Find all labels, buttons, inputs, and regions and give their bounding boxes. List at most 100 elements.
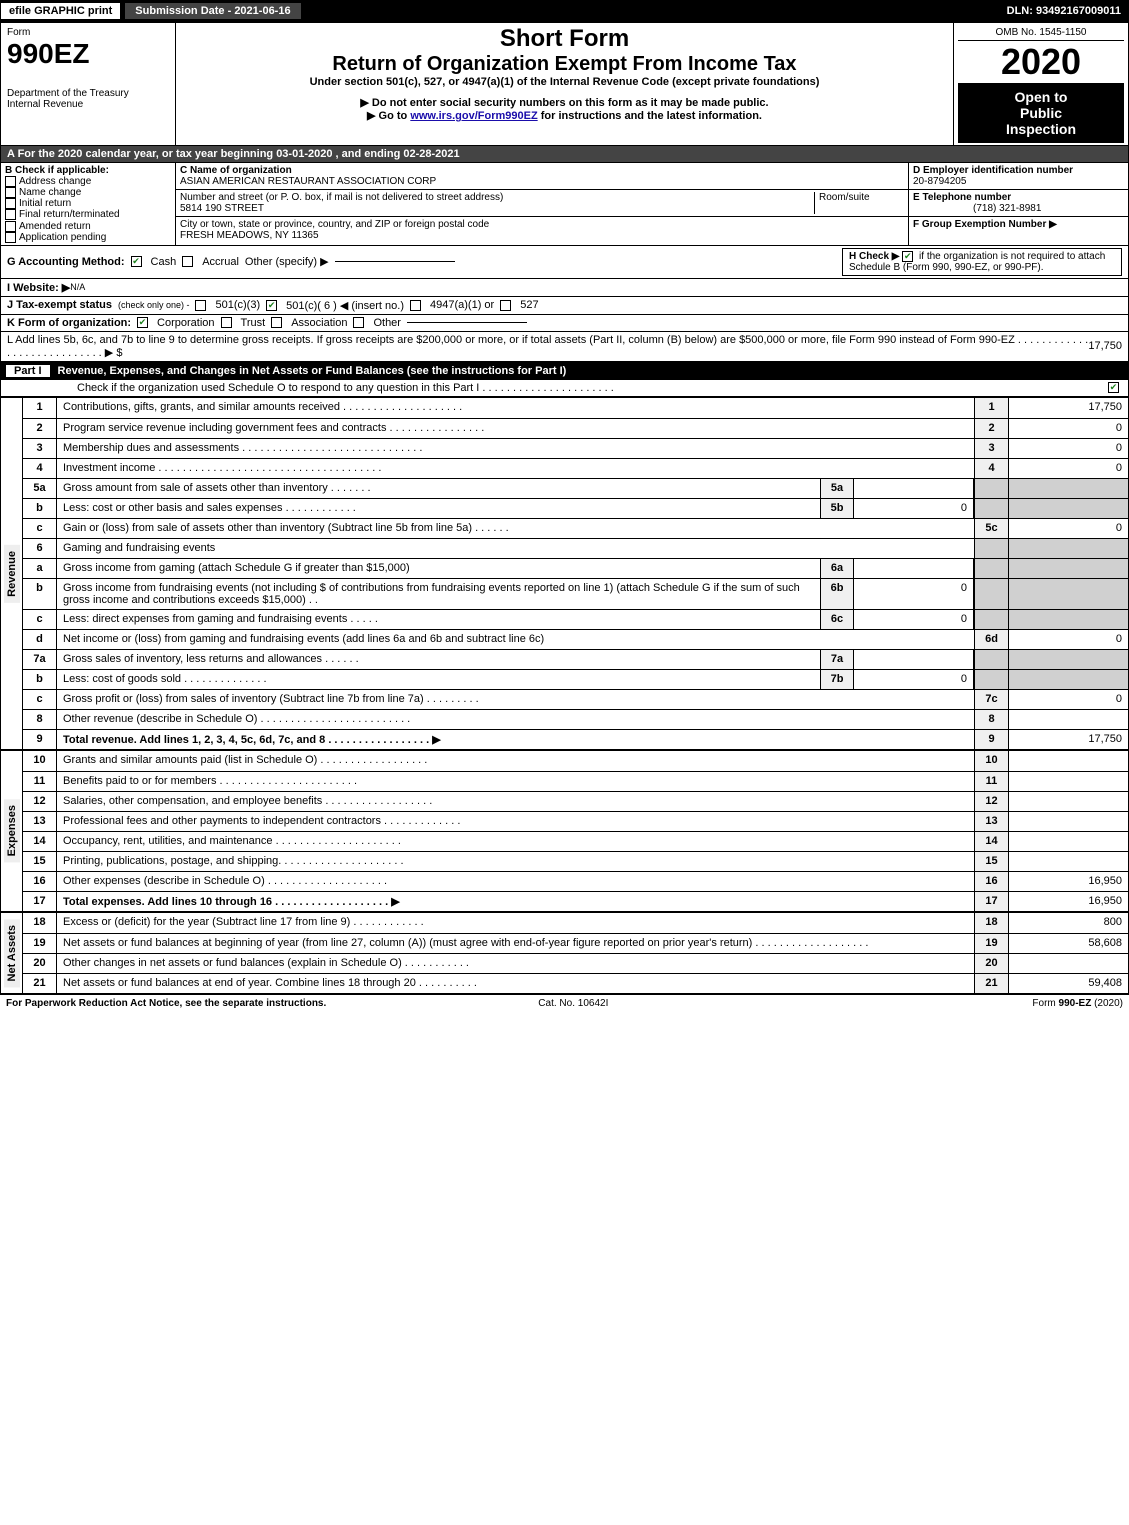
irs-link[interactable]: www.irs.gov/Form990EZ [410,110,537,122]
form-number: 990EZ [7,38,169,70]
chk-final-return[interactable]: Final return/terminated [5,209,171,220]
line-11: 11Benefits paid to or for members . . . … [23,771,1128,791]
chk-amended-return[interactable]: Amended return [5,221,171,232]
j-4947: 4947(a)(1) or [430,299,494,311]
part1-header: Part I Revenue, Expenses, and Changes in… [0,362,1129,380]
chk-assoc[interactable] [271,317,282,328]
chk-trust[interactable] [221,317,232,328]
part1-title: Revenue, Expenses, and Changes in Net As… [58,365,567,377]
street-address: 5814 190 STREET [180,203,264,214]
dln: DLN: 93492167009011 [999,3,1129,19]
line-6: 6Gaming and fundraising events [23,538,1128,558]
part1-check-text: Check if the organization used Schedule … [7,382,1108,394]
ssn-warning: ▶ Do not enter social security numbers o… [182,96,947,109]
omb-number: OMB No. 1545-1150 [958,25,1124,41]
line-10: 10Grants and similar amounts paid (list … [23,751,1128,771]
chk-4947[interactable] [410,300,421,311]
line-7c: cGross profit or (loss) from sales of in… [23,689,1128,709]
line-4: 4Investment income . . . . . . . . . . .… [23,458,1128,478]
k-trust: Trust [241,317,266,329]
h-label: H Check ▶ [849,251,899,262]
chk-name-change[interactable]: Name change [5,187,171,198]
j-501c3: 501(c)(3) [215,299,260,311]
line-7a: 7aGross sales of inventory, less returns… [23,649,1128,669]
form-ref: Form 990-EZ (2020) [1032,998,1123,1009]
open-to-public: Open to Public Inspection [958,83,1124,143]
chk-501c3[interactable] [195,300,206,311]
ein: 20-8794205 [913,176,966,187]
chk-address-change[interactable]: Address change [5,176,171,187]
line-15: 15Printing, publications, postage, and s… [23,851,1128,871]
line-20: 20Other changes in net assets or fund ba… [23,953,1128,973]
short-form-title: Short Form [182,25,947,53]
other-specify-input[interactable] [335,261,455,262]
c-label: C Name of organization [180,165,292,176]
row-a-tax-year: A For the 2020 calendar year, or tax yea… [0,146,1129,163]
line-18: 18Excess or (deficit) for the year (Subt… [23,913,1128,933]
box-b-title: B Check if applicable: [5,165,171,176]
line-5a: 5aGross amount from sale of assets other… [23,478,1128,498]
f-label: F Group Exemption Number ▶ [913,219,1057,230]
cat-no: Cat. No. 10642I [538,998,608,1009]
line-9: 9Total revenue. Add lines 1, 2, 3, 4, 5c… [23,729,1128,749]
chk-other-org[interactable] [353,317,364,328]
j-label: J Tax-exempt status [7,299,112,311]
other-label: Other (specify) ▶ [245,255,329,268]
top-bar: efile GRAPHIC print Submission Date - 20… [0,0,1129,22]
row-k: K Form of organization: Corporation Trus… [0,315,1129,332]
line-5b: bLess: cost or other basis and sales exp… [23,498,1128,518]
k-corp: Corporation [157,317,214,329]
header-left: Form 990EZ Department of the Treasury In… [1,23,176,145]
line-12: 12Salaries, other compensation, and empl… [23,791,1128,811]
chk-501c[interactable] [266,300,277,311]
website-value: N/A [70,282,85,292]
chk-schedule-o[interactable] [1108,382,1119,393]
j-501c: 501(c)( 6 ) ◀ (insert no.) [286,299,404,312]
tax-year: 2020 [958,41,1124,83]
line-17: 17Total expenses. Add lines 10 through 1… [23,891,1128,911]
box-de: D Employer identification number 20-8794… [908,163,1128,245]
k-assoc: Association [291,317,347,329]
j-527: 527 [520,299,538,311]
chk-application-pending[interactable]: Application pending [5,232,171,243]
line-19: 19Net assets or fund balances at beginni… [23,933,1128,953]
chk-527[interactable] [500,300,511,311]
telephone: (718) 321-8981 [913,203,1041,214]
chk-h[interactable] [902,251,913,262]
city-state-zip: FRESH MEADOWS, NY 11365 [180,230,319,241]
line-5c: cGain or (loss) from sale of assets othe… [23,518,1128,538]
e-label: E Telephone number [913,192,1011,203]
k-other-input[interactable] [407,322,527,323]
d-label: D Employer identification number [913,165,1073,176]
room-suite-label: Room/suite [814,192,904,214]
form-header: Form 990EZ Department of the Treasury In… [0,22,1129,146]
chk-cash[interactable] [131,256,142,267]
form-label: Form [7,27,169,38]
addr-label: Number and street (or P. O. box, if mail… [180,192,503,203]
accrual-label: Accrual [202,256,239,268]
header-center: Short Form Return of Organization Exempt… [176,23,953,145]
inspect-2: Public [962,105,1120,121]
row-l: L Add lines 5b, 6c, and 7b to line 9 to … [0,332,1129,362]
goto-line: ▶ Go to www.irs.gov/Form990EZ for instru… [182,109,947,122]
page-footer: For Paperwork Reduction Act Notice, see … [0,994,1129,1012]
i-label: I Website: ▶ [7,281,70,294]
chk-corp[interactable] [137,317,148,328]
goto-suffix: for instructions and the latest informat… [541,110,762,122]
netassets-tab: Net Assets [1,913,23,993]
city-label: City or town, state or province, country… [180,219,489,230]
chk-accrual[interactable] [182,256,193,267]
line-13: 13Professional fees and other payments t… [23,811,1128,831]
line-6b: bGross income from fundraising events (n… [23,578,1128,609]
irs-label: Internal Revenue [7,99,169,110]
line-16: 16Other expenses (describe in Schedule O… [23,871,1128,891]
efile-print-button[interactable]: efile GRAPHIC print [0,2,121,20]
cash-label: Cash [151,256,177,268]
org-name: ASIAN AMERICAN RESTAURANT ASSOCIATION CO… [180,176,436,187]
chk-initial-return[interactable]: Initial return [5,198,171,209]
row-i: I Website: ▶ N/A [0,279,1129,297]
submission-date: Submission Date - 2021-06-16 [125,3,300,19]
line-1: 1Contributions, gifts, grants, and simil… [23,398,1128,418]
part1-grid: Revenue 1Contributions, gifts, grants, a… [0,397,1129,994]
row-j: J Tax-exempt status (check only one) - 5… [0,297,1129,315]
